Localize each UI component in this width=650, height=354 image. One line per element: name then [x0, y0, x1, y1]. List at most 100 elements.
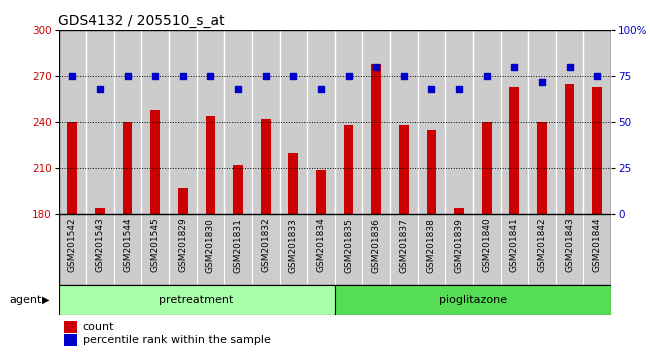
Bar: [261, 119, 270, 214]
Bar: [307, 214, 335, 285]
Bar: [390, 30, 417, 214]
Bar: [335, 214, 363, 285]
Bar: [142, 214, 169, 285]
Bar: [344, 125, 354, 214]
Bar: [445, 30, 473, 214]
Text: GSM201839: GSM201839: [454, 218, 463, 273]
Bar: [178, 188, 188, 214]
Point: [316, 86, 326, 92]
Bar: [252, 30, 280, 214]
Text: GSM201836: GSM201836: [372, 218, 381, 273]
Point: [205, 73, 216, 79]
Text: GSM201542: GSM201542: [68, 218, 77, 272]
Text: count: count: [83, 322, 114, 332]
Bar: [307, 30, 335, 214]
Bar: [252, 214, 280, 285]
Bar: [150, 110, 160, 214]
Point: [177, 73, 188, 79]
Bar: [95, 208, 105, 214]
Text: GSM201831: GSM201831: [233, 218, 242, 273]
Bar: [64, 321, 77, 333]
Point: [371, 64, 382, 70]
Text: GSM201543: GSM201543: [96, 218, 105, 273]
Point: [398, 73, 409, 79]
Bar: [58, 30, 86, 214]
Bar: [86, 30, 114, 214]
Bar: [363, 30, 390, 214]
Bar: [280, 214, 307, 285]
Point: [261, 73, 271, 79]
Bar: [123, 122, 133, 214]
Bar: [335, 285, 611, 315]
Bar: [584, 30, 611, 214]
Bar: [556, 214, 584, 285]
Bar: [399, 125, 409, 214]
Bar: [473, 214, 500, 285]
Text: GSM201545: GSM201545: [151, 218, 160, 273]
Point: [454, 86, 464, 92]
Bar: [556, 30, 584, 214]
Bar: [68, 122, 77, 214]
Text: GSM201843: GSM201843: [565, 218, 574, 273]
Bar: [363, 214, 390, 285]
Bar: [592, 87, 602, 214]
Text: GSM201835: GSM201835: [344, 218, 353, 273]
Text: GDS4132 / 205510_s_at: GDS4132 / 205510_s_at: [58, 14, 225, 28]
Point: [537, 79, 547, 85]
Bar: [196, 30, 224, 214]
Text: GSM201829: GSM201829: [178, 218, 187, 273]
Bar: [371, 64, 381, 214]
Bar: [289, 153, 298, 214]
Text: GSM201832: GSM201832: [261, 218, 270, 273]
Point: [150, 73, 161, 79]
Point: [509, 64, 519, 70]
Text: GSM201838: GSM201838: [427, 218, 436, 273]
Text: pioglitazone: pioglitazone: [439, 295, 507, 305]
Bar: [169, 30, 196, 214]
Point: [592, 73, 603, 79]
Point: [288, 73, 298, 79]
Bar: [233, 165, 243, 214]
Text: GSM201830: GSM201830: [206, 218, 215, 273]
Bar: [58, 285, 335, 315]
Point: [426, 86, 437, 92]
Bar: [86, 214, 114, 285]
Text: GSM201833: GSM201833: [289, 218, 298, 273]
Bar: [390, 214, 417, 285]
Bar: [142, 30, 169, 214]
Bar: [482, 122, 491, 214]
Bar: [500, 30, 528, 214]
Text: ▶: ▶: [42, 295, 50, 305]
Bar: [454, 208, 464, 214]
Bar: [114, 30, 142, 214]
Text: pretreatment: pretreatment: [159, 295, 234, 305]
Point: [564, 64, 575, 70]
Bar: [445, 214, 473, 285]
Bar: [205, 116, 215, 214]
Bar: [224, 214, 252, 285]
Bar: [528, 30, 556, 214]
Bar: [64, 334, 77, 346]
Point: [343, 73, 354, 79]
Bar: [224, 30, 252, 214]
Bar: [169, 214, 196, 285]
Text: GSM201840: GSM201840: [482, 218, 491, 273]
Bar: [510, 87, 519, 214]
Point: [482, 73, 492, 79]
Text: GSM201844: GSM201844: [593, 218, 602, 272]
Point: [233, 86, 243, 92]
Bar: [58, 214, 86, 285]
Text: agent: agent: [10, 295, 42, 305]
Bar: [565, 84, 575, 214]
Point: [122, 73, 133, 79]
Bar: [426, 130, 436, 214]
Bar: [537, 122, 547, 214]
Text: GSM201544: GSM201544: [123, 218, 132, 272]
Bar: [473, 30, 500, 214]
Text: GSM201841: GSM201841: [510, 218, 519, 273]
Text: GSM201834: GSM201834: [317, 218, 326, 273]
Bar: [500, 214, 528, 285]
Bar: [584, 214, 611, 285]
Text: GSM201837: GSM201837: [399, 218, 408, 273]
Bar: [280, 30, 307, 214]
